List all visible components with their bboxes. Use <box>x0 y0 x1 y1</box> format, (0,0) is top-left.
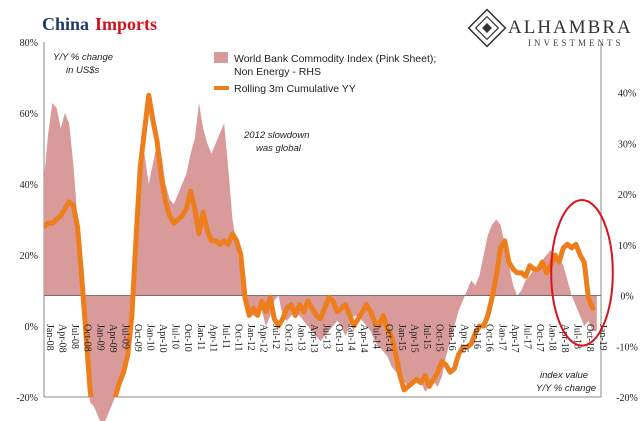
x-tick-label: Apr-18 <box>559 324 570 353</box>
x-tick-label: Oct-15 <box>433 324 444 352</box>
x-tick-label: Jan-08 <box>44 324 55 351</box>
x-tick-label: Jul-13 <box>320 324 331 349</box>
right-tick-label: 40% <box>618 89 636 100</box>
imports-line-layer <box>44 92 596 397</box>
x-tick-label: Jan-10 <box>145 324 156 351</box>
x-tick-label: Apr-15 <box>408 324 419 353</box>
x-tick-label: Apr-14 <box>358 324 369 353</box>
left-tick-label: -20% <box>16 393 38 404</box>
left-tick-label: 0% <box>25 322 38 333</box>
x-tick-label: Jan-11 <box>195 324 206 350</box>
right-axis: 40% 30% 20% 10% 0% -10% -20% <box>616 89 638 404</box>
x-tick-label: Apr-16 <box>459 324 470 353</box>
x-tick-label: Apr-09 <box>107 324 118 353</box>
right-axis-unit-line1: index value <box>540 370 588 381</box>
x-tick-label: Jan-19 <box>597 324 608 351</box>
x-tick-label: Jul-12 <box>270 324 281 349</box>
x-tick-label: Jul-08 <box>69 324 80 349</box>
x-tick-label: Oct-12 <box>283 324 294 352</box>
x-tick-label: Jan-09 <box>94 324 105 351</box>
left-axis-unit-line1: Y/Y % change <box>53 52 113 63</box>
right-axis-unit-line2: Y/Y % change <box>536 383 596 394</box>
x-tick-label: Oct-18 <box>584 324 595 352</box>
x-tick-label: Apr-11 <box>207 324 218 352</box>
left-axis: 80% 60% 40% 20% 0% -20% <box>16 38 38 404</box>
left-tick-label: 40% <box>20 180 38 191</box>
x-tick-label: Oct-08 <box>82 324 93 352</box>
legend-swatch-commodity <box>214 52 228 63</box>
x-tick-label: Jul-14 <box>371 324 382 349</box>
x-tick-label: Apr-13 <box>308 324 319 353</box>
right-tick-label: 0% <box>620 292 633 303</box>
x-tick-label: Jul-16 <box>471 324 482 349</box>
x-tick-label: Jul-11 <box>220 324 231 349</box>
annotation-line1: 2012 slowdown <box>243 130 310 141</box>
left-tick-label: 20% <box>20 251 38 262</box>
legend-label-imports: Rolling 3m Cumulative YY <box>234 83 356 95</box>
x-tick-label: Jul-10 <box>170 324 181 349</box>
x-tick-label: Oct-09 <box>132 324 143 352</box>
annotation-line2: was global <box>256 143 302 154</box>
right-tick-label: -10% <box>616 342 638 353</box>
commodity-area-layer <box>44 102 601 421</box>
x-tick-label: Apr-10 <box>157 324 168 353</box>
x-tick-label: Jan-17 <box>496 324 507 351</box>
legend: World Bank Commodity Index (Pink Sheet);… <box>214 52 436 95</box>
x-tick-label: Jul-09 <box>119 324 130 349</box>
x-tick-label: Apr-17 <box>509 324 520 353</box>
x-tick-label: Jan-13 <box>295 324 306 351</box>
x-tick-label: Jul-15 <box>421 324 432 349</box>
x-tick-label: Oct-16 <box>484 324 495 352</box>
x-tick-label: Jan-14 <box>346 324 357 351</box>
x-tick-label: Jul-17 <box>521 324 532 349</box>
right-tick-label: -20% <box>616 393 638 404</box>
x-tick-label: Oct-14 <box>383 324 394 352</box>
right-tick-label: 10% <box>618 241 636 252</box>
right-tick-label: 30% <box>618 139 636 150</box>
brand-emblem-icon <box>467 8 507 48</box>
imports-line <box>44 92 596 397</box>
commodity-index-area <box>44 102 597 421</box>
x-tick-label: Jul-18 <box>572 324 583 349</box>
x-axis: Jan-08 Apr-08 Jul-08 Oct-08 Jan-09 Apr-09 Jul-… <box>44 324 608 353</box>
x-tick-label: Jan-15 <box>396 324 407 351</box>
chart-title-china: China <box>42 14 89 34</box>
x-tick-label: Jan-18 <box>547 324 558 351</box>
x-tick-label: Apr-12 <box>258 324 269 353</box>
legend-label-commodity-line1: World Bank Commodity Index (Pink Sheet); <box>234 53 436 65</box>
highlight-ellipse <box>550 198 614 347</box>
x-tick-label: Oct-17 <box>534 324 545 352</box>
left-tick-label: 80% <box>20 38 38 49</box>
x-tick-label: Oct-13 <box>333 324 344 352</box>
x-tick-label: Jan-12 <box>245 324 256 351</box>
chart-title-imports: Imports <box>95 14 157 34</box>
x-tick-label: Oct-10 <box>182 324 193 352</box>
x-tick-label: Jan-16 <box>446 324 457 351</box>
legend-label-commodity-line2: Non Energy - RHS <box>234 66 321 78</box>
right-tick-label: 20% <box>618 190 636 201</box>
brand-subtitle: INVESTMENTS <box>528 38 624 48</box>
x-tick-label: Apr-08 <box>57 324 68 353</box>
left-axis-unit-line2: in US$s <box>66 65 100 76</box>
left-tick-label: 60% <box>20 109 38 120</box>
brand-name: ALHAMBRA <box>508 17 633 38</box>
x-tick-label: Oct-11 <box>232 324 243 351</box>
brand-logo: ALHAMBRA INVESTMENTS <box>467 8 633 48</box>
